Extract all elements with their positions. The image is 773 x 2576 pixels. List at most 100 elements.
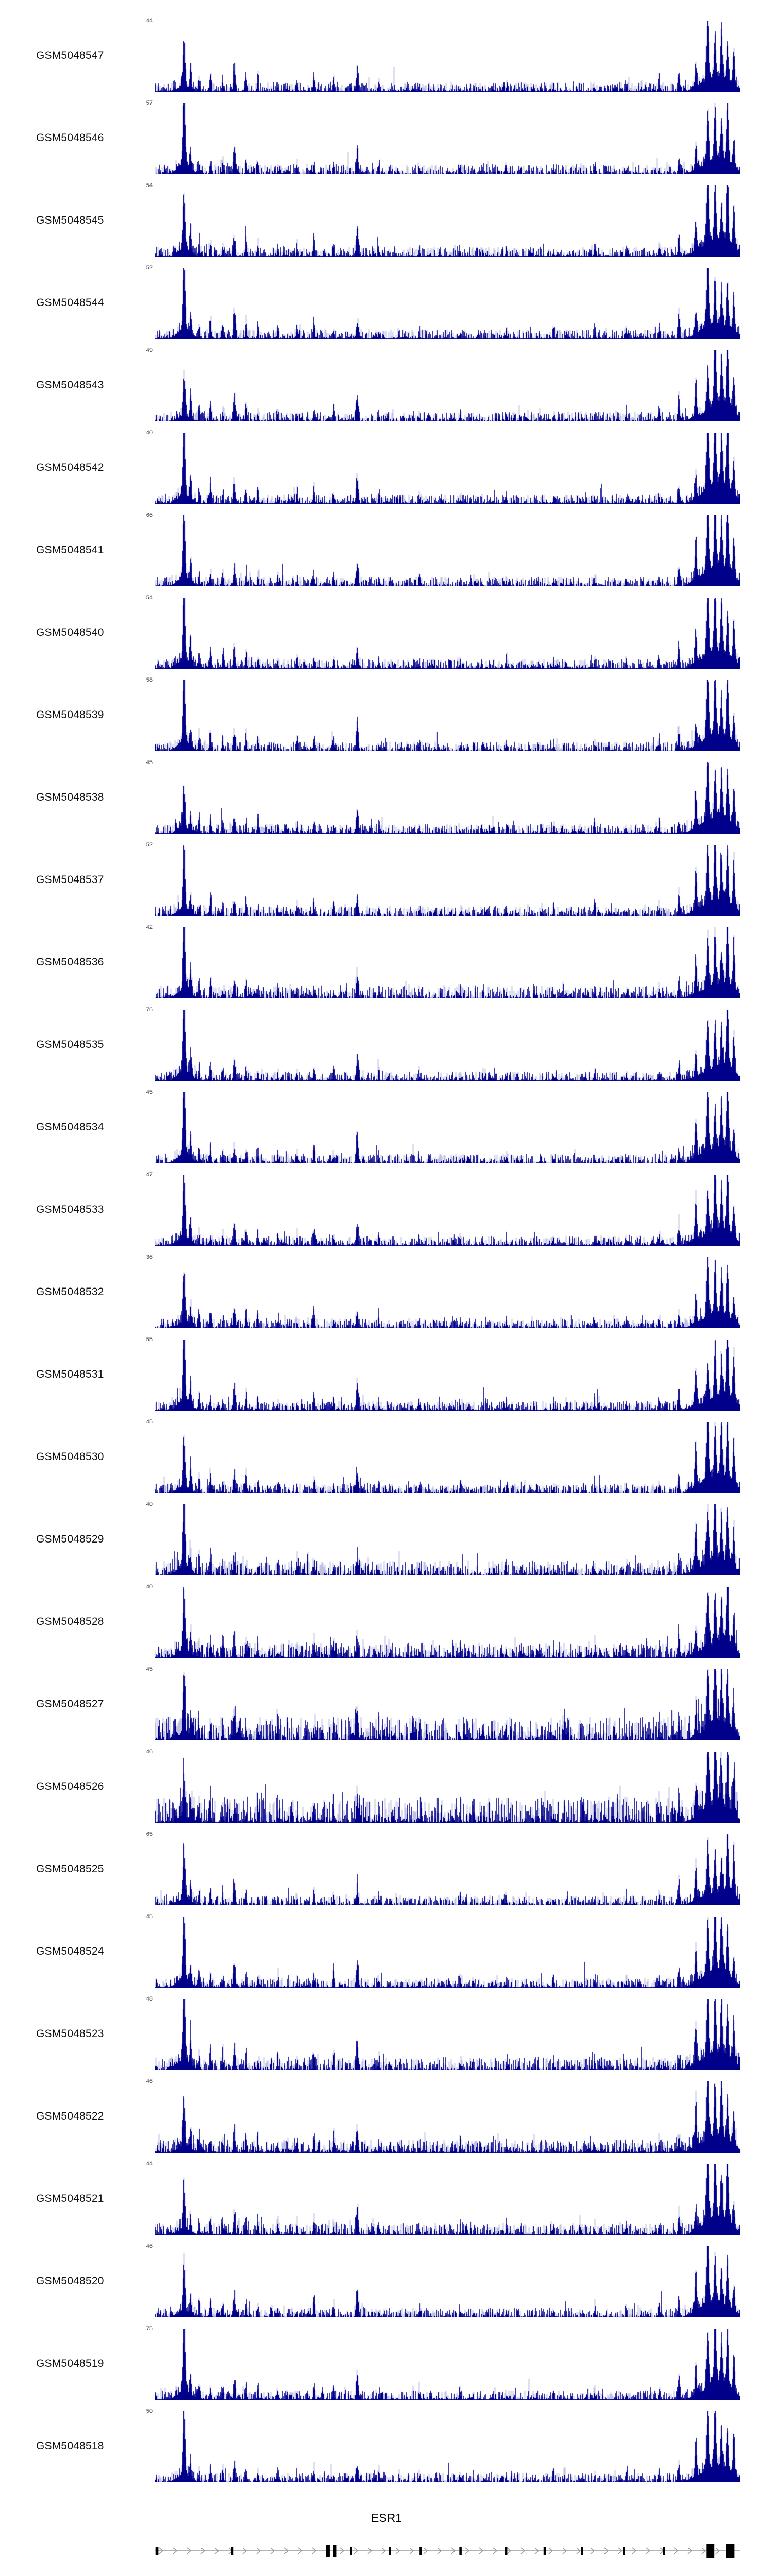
signal-histogram-canvas bbox=[155, 1257, 740, 1328]
track-sample-label: GSM5048529 bbox=[36, 1533, 104, 1545]
coverage-track: GSM5048547 44 bbox=[0, 14, 773, 97]
coverage-track-list: GSM5048547 44 GSM5048546 57 GSM5048545 5… bbox=[0, 14, 773, 2487]
signal-histogram-canvas bbox=[155, 433, 740, 504]
coverage-track: GSM5048535 76 bbox=[0, 1004, 773, 1086]
y-axis-max-label: 52 bbox=[146, 265, 153, 271]
track-plot-area: 75 bbox=[146, 2326, 740, 2400]
coverage-track: GSM5048540 54 bbox=[0, 591, 773, 674]
track-plot-area: 44 bbox=[146, 18, 740, 92]
y-axis-max-label: 54 bbox=[146, 182, 153, 189]
y-axis-max-label: 54 bbox=[146, 595, 153, 601]
y-axis-max-label: 44 bbox=[146, 2161, 153, 2167]
track-plot-area: 55 bbox=[146, 1336, 740, 1411]
track-plot-area: 48 bbox=[146, 1996, 740, 2070]
coverage-track: GSM5048538 45 bbox=[0, 756, 773, 839]
coverage-track: GSM5048541 66 bbox=[0, 509, 773, 591]
signal-histogram-canvas bbox=[155, 1752, 740, 1823]
track-sample-label: GSM5048539 bbox=[36, 709, 104, 721]
signal-histogram-canvas bbox=[155, 1422, 740, 1493]
track-plot-area: 36 bbox=[146, 1254, 740, 1328]
coverage-track: GSM5048529 40 bbox=[0, 1498, 773, 1581]
y-axis-max-label: 45 bbox=[146, 1666, 153, 1672]
coverage-track: GSM5048530 45 bbox=[0, 1416, 773, 1498]
y-axis-max-label: 46 bbox=[146, 2078, 153, 2084]
track-sample-label: GSM5048521 bbox=[36, 2193, 104, 2205]
signal-histogram-canvas bbox=[155, 185, 740, 257]
coverage-track: GSM5048531 55 bbox=[0, 1333, 773, 1416]
signal-histogram-canvas bbox=[155, 1010, 740, 1081]
coverage-track: GSM5048526 46 bbox=[0, 1745, 773, 1828]
coverage-track: GSM5048521 44 bbox=[0, 2158, 773, 2240]
coverage-track: GSM5048520 46 bbox=[0, 2240, 773, 2323]
track-plot-area: 50 bbox=[146, 2408, 740, 2482]
track-sample-label: GSM5048522 bbox=[36, 2110, 104, 2122]
signal-histogram-canvas bbox=[155, 1669, 740, 1740]
signal-histogram-canvas bbox=[155, 1092, 740, 1163]
track-plot-area: 46 bbox=[146, 2243, 740, 2317]
signal-histogram-canvas bbox=[155, 1340, 740, 1411]
signal-histogram-canvas bbox=[155, 1917, 740, 1988]
track-sample-label: GSM5048545 bbox=[36, 214, 104, 226]
signal-histogram-canvas bbox=[155, 927, 740, 998]
gene-name-label: ESR1 bbox=[371, 2511, 402, 2524]
track-plot-area: 47 bbox=[146, 1172, 740, 1246]
track-sample-label: GSM5048528 bbox=[36, 1616, 104, 1628]
y-axis-max-label: 66 bbox=[146, 512, 153, 518]
y-axis-max-label: 45 bbox=[146, 1419, 153, 1425]
signal-histogram-canvas bbox=[155, 515, 740, 586]
signal-histogram-canvas bbox=[155, 21, 740, 92]
track-plot-area: 45 bbox=[146, 1419, 740, 1493]
y-axis-max-label: 40 bbox=[146, 1584, 153, 1590]
track-plot-area: 76 bbox=[146, 1007, 740, 1081]
track-sample-label: GSM5048535 bbox=[36, 1039, 104, 1050]
coverage-track: GSM5048527 45 bbox=[0, 1663, 773, 1745]
coverage-track: GSM5048524 45 bbox=[0, 1910, 773, 1993]
y-axis-max-label: 75 bbox=[146, 2326, 153, 2332]
y-axis-max-label: 46 bbox=[146, 1749, 153, 1755]
track-plot-area: 54 bbox=[146, 182, 740, 257]
signal-histogram-canvas bbox=[155, 2411, 740, 2482]
track-sample-label: GSM5048519 bbox=[36, 2358, 104, 2369]
track-sample-label: GSM5048526 bbox=[36, 1781, 104, 1792]
track-plot-area: 40 bbox=[146, 430, 740, 504]
signal-histogram-canvas bbox=[155, 350, 740, 421]
y-axis-max-label: 55 bbox=[146, 1336, 153, 1343]
track-sample-label: GSM5048518 bbox=[36, 2440, 104, 2452]
coverage-track: GSM5048546 57 bbox=[0, 97, 773, 179]
track-sample-label: GSM5048542 bbox=[36, 462, 104, 473]
coverage-track: GSM5048525 65 bbox=[0, 1828, 773, 1910]
track-plot-area: 65 bbox=[146, 1831, 740, 1905]
signal-histogram-canvas bbox=[155, 762, 740, 834]
coverage-track: GSM5048519 75 bbox=[0, 2323, 773, 2405]
y-axis-max-label: 36 bbox=[146, 1254, 153, 1260]
y-axis-max-label: 58 bbox=[146, 677, 153, 683]
y-axis-max-label: 40 bbox=[146, 430, 153, 436]
track-plot-area: 46 bbox=[146, 1749, 740, 1823]
signal-histogram-canvas bbox=[155, 845, 740, 916]
track-sample-label: GSM5048520 bbox=[36, 2275, 104, 2287]
y-axis-max-label: 45 bbox=[146, 759, 153, 766]
track-plot-area: 42 bbox=[146, 924, 740, 998]
track-sample-label: GSM5048525 bbox=[36, 1863, 104, 1875]
track-plot-area: 45 bbox=[146, 1666, 740, 1740]
track-plot-area: 57 bbox=[146, 100, 740, 174]
track-plot-area: 52 bbox=[146, 842, 740, 916]
track-sample-label: GSM5048536 bbox=[36, 956, 104, 968]
coverage-track: GSM5048528 40 bbox=[0, 1581, 773, 1663]
coverage-track: GSM5048534 45 bbox=[0, 1086, 773, 1168]
y-axis-max-label: 49 bbox=[146, 347, 153, 353]
y-axis-max-label: 52 bbox=[146, 842, 153, 848]
track-plot-area: 45 bbox=[146, 1089, 740, 1163]
track-sample-label: GSM5048540 bbox=[36, 626, 104, 638]
signal-histogram-canvas bbox=[155, 2246, 740, 2317]
track-plot-area: 45 bbox=[146, 759, 740, 834]
track-plot-area: 44 bbox=[146, 2161, 740, 2235]
gene-model-track bbox=[155, 2544, 740, 2558]
track-sample-label: GSM5048547 bbox=[36, 49, 104, 61]
track-plot-area: 40 bbox=[146, 1501, 740, 1575]
coverage-track: GSM5048544 52 bbox=[0, 262, 773, 344]
y-axis-max-label: 40 bbox=[146, 1501, 153, 1507]
track-sample-label: GSM5048524 bbox=[36, 1945, 104, 1957]
signal-histogram-canvas bbox=[155, 2081, 740, 2153]
